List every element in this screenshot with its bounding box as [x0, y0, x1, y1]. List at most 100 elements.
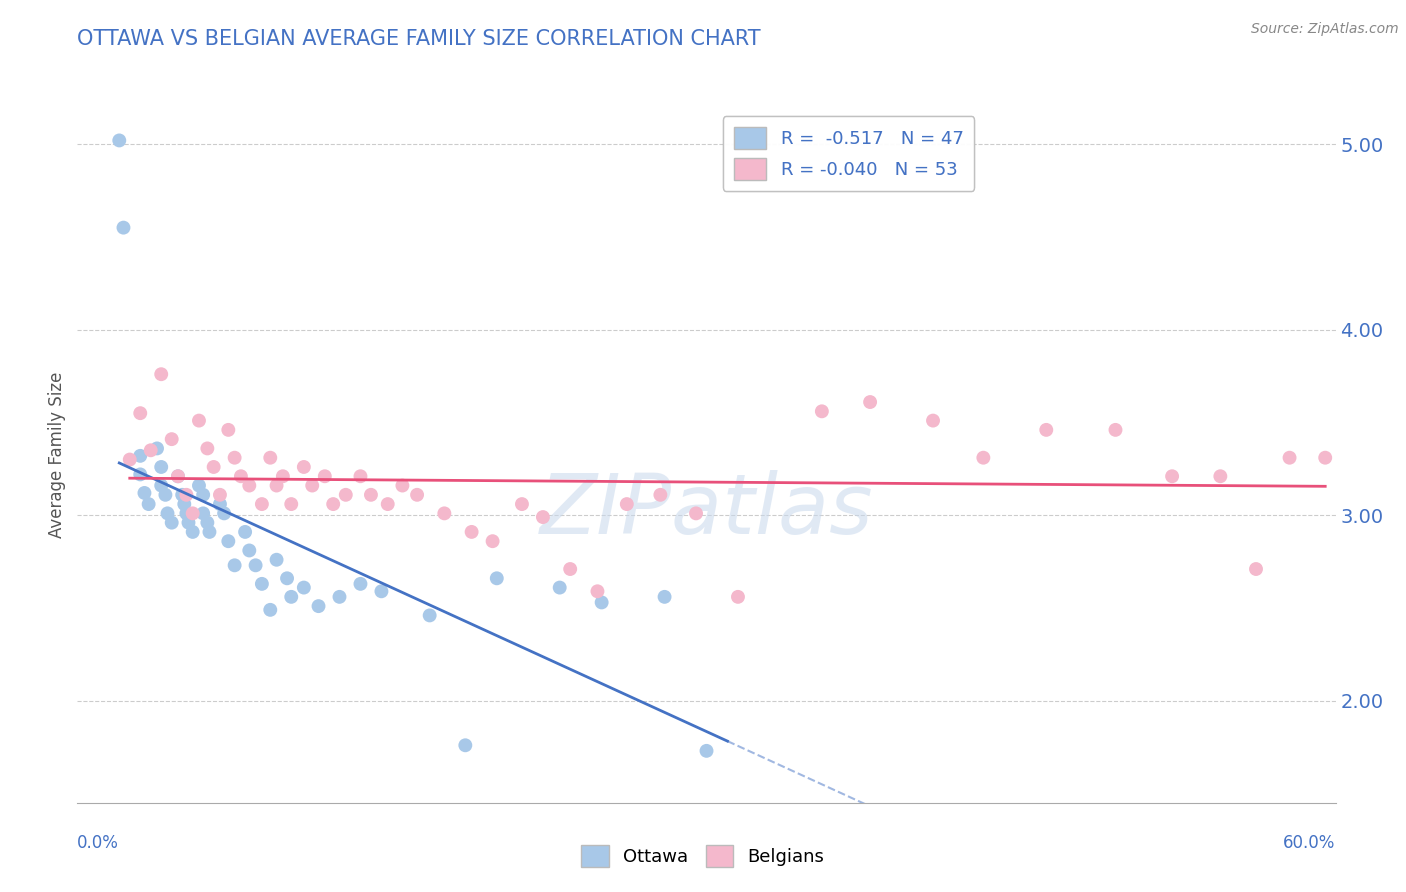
Point: [616, 497, 638, 511]
Point: [654, 590, 676, 604]
Point: [250, 577, 273, 591]
Point: [454, 739, 477, 753]
Point: [406, 488, 429, 502]
Y-axis label: Average Family Size: Average Family Size: [48, 372, 66, 538]
Legend: Ottawa, Belgians: Ottawa, Belgians: [574, 838, 832, 874]
Point: [195, 442, 218, 456]
Point: [271, 469, 294, 483]
Point: [250, 497, 273, 511]
Point: [685, 507, 707, 521]
Point: [811, 404, 834, 418]
Point: [1104, 423, 1126, 437]
Point: [859, 395, 882, 409]
Point: [1209, 469, 1232, 483]
Point: [160, 432, 183, 446]
Point: [391, 478, 413, 492]
Point: [146, 442, 169, 456]
Point: [233, 524, 256, 539]
Point: [224, 450, 246, 465]
Point: [217, 534, 239, 549]
Point: [129, 449, 152, 463]
Point: [280, 590, 302, 604]
Text: 0.0%: 0.0%: [77, 834, 120, 852]
Point: [108, 133, 131, 147]
Point: [138, 497, 160, 511]
Point: [238, 543, 260, 558]
Point: [1035, 423, 1057, 437]
Text: OTTAWA VS BELGIAN AVERAGE FAMILY SIZE CORRELATION CHART: OTTAWA VS BELGIAN AVERAGE FAMILY SIZE CO…: [77, 29, 761, 49]
Point: [176, 488, 198, 502]
Point: [172, 488, 194, 502]
Point: [419, 608, 441, 623]
Point: [229, 469, 252, 483]
Point: [349, 469, 371, 483]
Point: [224, 558, 246, 573]
Point: [360, 488, 382, 502]
Point: [188, 478, 211, 492]
Point: [1315, 450, 1337, 465]
Point: [112, 220, 135, 235]
Point: [150, 460, 173, 475]
Point: [266, 553, 288, 567]
Point: [167, 469, 190, 483]
Point: [370, 584, 392, 599]
Point: [191, 488, 215, 502]
Point: [181, 524, 204, 539]
Point: [922, 414, 945, 428]
Point: [301, 478, 323, 492]
Point: [1278, 450, 1301, 465]
Point: [531, 510, 554, 524]
Point: [134, 486, 156, 500]
Point: [510, 497, 533, 511]
Point: [460, 524, 482, 539]
Point: [377, 497, 399, 511]
Point: [150, 478, 173, 492]
Point: [208, 497, 231, 511]
Point: [195, 516, 218, 530]
Text: 60.0%: 60.0%: [1284, 834, 1336, 852]
Point: [150, 368, 173, 382]
Point: [972, 450, 994, 465]
Point: [280, 497, 302, 511]
Point: [167, 469, 190, 483]
Point: [433, 507, 456, 521]
Point: [586, 584, 609, 599]
Point: [245, 558, 267, 573]
Text: ZIPatlas: ZIPatlas: [540, 470, 873, 551]
Point: [160, 516, 183, 530]
Point: [335, 488, 357, 502]
Point: [176, 507, 198, 521]
Point: [548, 581, 571, 595]
Point: [481, 534, 503, 549]
Point: [485, 571, 508, 585]
Point: [155, 488, 177, 502]
Point: [266, 478, 288, 492]
Point: [198, 524, 221, 539]
Point: [156, 507, 179, 521]
Point: [202, 460, 225, 475]
Point: [139, 443, 162, 458]
Point: [591, 595, 613, 609]
Point: [328, 590, 350, 604]
Point: [118, 452, 141, 467]
Point: [696, 744, 718, 758]
Point: [129, 406, 152, 420]
Point: [188, 414, 211, 428]
Point: [650, 488, 672, 502]
Point: [1244, 562, 1267, 576]
Legend: R =  -0.517   N = 47, R = -0.040   N = 53: R = -0.517 N = 47, R = -0.040 N = 53: [723, 116, 974, 191]
Point: [173, 497, 195, 511]
Point: [1161, 469, 1184, 483]
Point: [208, 488, 231, 502]
Point: [181, 507, 204, 521]
Point: [727, 590, 749, 604]
Point: [314, 469, 336, 483]
Point: [292, 581, 315, 595]
Point: [259, 603, 281, 617]
Point: [276, 571, 298, 585]
Point: [212, 507, 235, 521]
Point: [349, 577, 371, 591]
Point: [560, 562, 582, 576]
Text: Source: ZipAtlas.com: Source: ZipAtlas.com: [1251, 22, 1399, 37]
Point: [129, 467, 152, 482]
